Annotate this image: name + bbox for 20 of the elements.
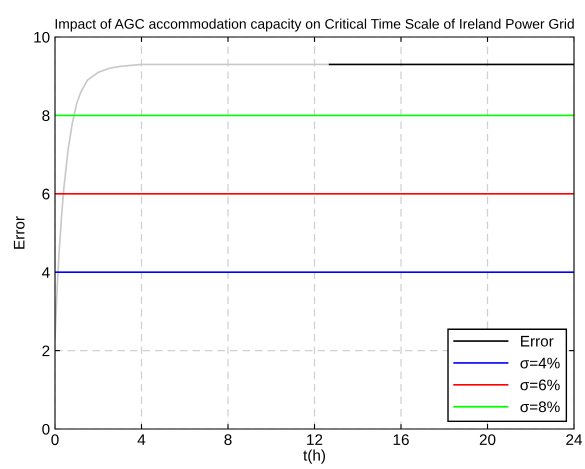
x-tick-label: 4 [138,434,146,445]
y-tick-label: 0 [42,424,50,435]
legend-label: σ=6% [520,380,560,390]
x-tick-label: 0 [51,434,59,446]
legend-label: σ=8% [520,401,560,412]
y-tick-label: 6 [42,188,50,200]
legend-label: σ=4% [520,358,560,368]
y-tick-label: 2 [42,345,50,356]
legend-label: Error [521,336,554,347]
x-tick-label: 12 [307,434,322,445]
x-tick-label: 20 [480,434,496,446]
chart-title: Impact of AGC accommodation capacity on Critical Time Scale of Ireland Power Grid [56,18,574,32]
x-tick-label: 24 [566,434,582,445]
y-tick-label: 8 [42,110,50,122]
y-axis-title: Error [14,216,25,249]
x-tick-label: 8 [224,434,232,446]
y-tick-label: 4 [42,267,50,278]
x-axis-title: t(h) [303,449,326,464]
x-tick-label: 16 [394,434,409,446]
y-tick-label: 10 [34,32,50,43]
